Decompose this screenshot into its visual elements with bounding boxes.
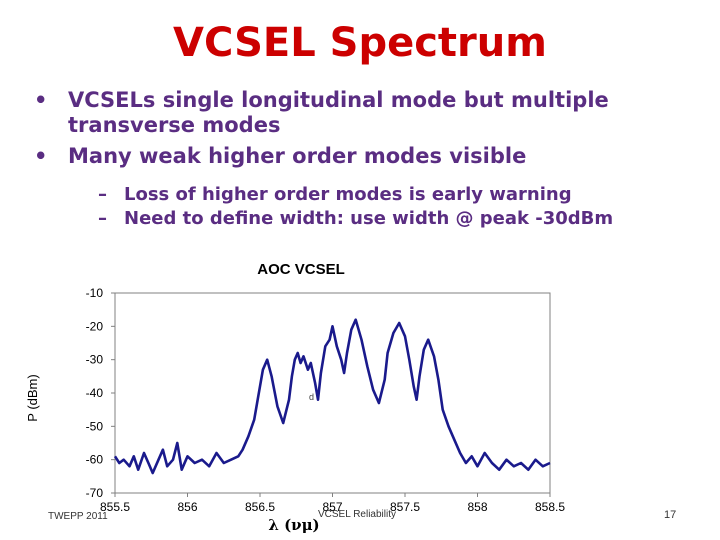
x-tick-label: 858 <box>467 500 487 514</box>
x-tick-label: 856 <box>177 500 197 514</box>
sub-bullet-item: Need to define width: use width @ peak -… <box>28 207 708 231</box>
y-axis-label: P (dBm) <box>25 374 40 421</box>
bullet-item: VCSELs single longitudinal mode but mult… <box>28 88 708 138</box>
chart-title: AOC VCSEL <box>257 261 345 278</box>
plot-annotation: d <box>309 392 314 402</box>
spectrum-line <box>113 318 551 475</box>
x-axis-label: λ (νμ) <box>268 516 319 534</box>
y-tick-label: -10 <box>86 286 104 300</box>
x-tick-label: 855.5 <box>100 500 130 514</box>
x-tick-label: 856.5 <box>245 500 275 514</box>
footer-center: VCSEL Reliability <box>318 509 396 520</box>
bullet-item: Many weak higher order modes visible <box>28 144 708 169</box>
slide-title: VCSEL Spectrum <box>173 20 547 66</box>
y-tick-label: -30 <box>86 353 104 367</box>
bullet-list: VCSELs single longitudinal mode but mult… <box>28 88 708 231</box>
y-tick-label: -60 <box>86 453 104 467</box>
y-tick-label: -40 <box>86 386 104 400</box>
footer-left: TWEPP 2011 <box>48 511 108 522</box>
y-tick-label: -70 <box>86 486 104 500</box>
sub-bullet-item: Loss of higher order modes is early warn… <box>28 183 708 207</box>
page-number: 17 <box>664 509 677 521</box>
x-tick-label: 857.5 <box>390 500 420 514</box>
x-tick-label: 857 <box>322 500 342 514</box>
x-tick-label: 858.5 <box>535 500 565 514</box>
y-tick-label: -20 <box>86 319 104 333</box>
y-tick-label: -50 <box>86 419 104 433</box>
